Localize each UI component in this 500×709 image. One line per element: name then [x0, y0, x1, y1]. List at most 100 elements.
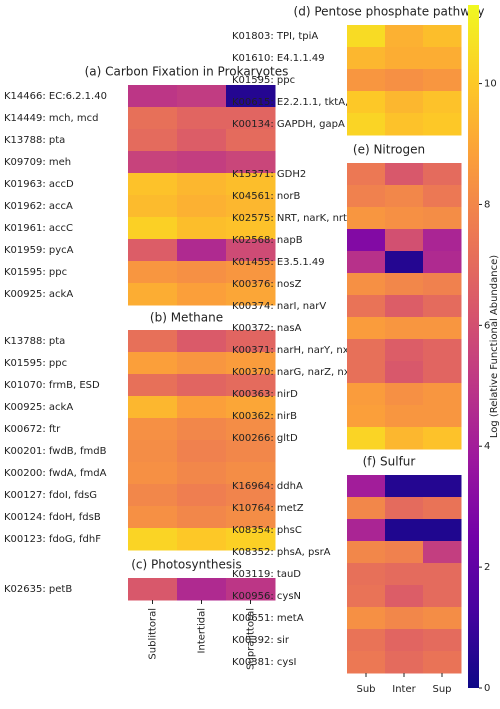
row-label: K02568: napB	[232, 235, 303, 246]
heat-cell	[423, 339, 462, 362]
row-label: K01959: pycA	[4, 245, 74, 256]
heat-cell	[385, 585, 424, 608]
colorbar-tick-label: 10	[484, 79, 497, 90]
heat-cell	[128, 484, 178, 507]
heat-cell	[226, 374, 276, 397]
heat-cell	[423, 47, 462, 70]
heat-cell	[385, 339, 424, 362]
heat-cell	[226, 151, 276, 174]
heat-cell	[423, 229, 462, 252]
heat-cell	[385, 361, 424, 384]
heat-cell	[347, 519, 386, 542]
heat-cell	[128, 85, 178, 108]
heat-cell	[385, 519, 424, 542]
row-label: K00124: fdoH, fdsB	[4, 512, 101, 523]
heat-cell	[385, 383, 424, 406]
row-label: K00362: nirB	[232, 411, 297, 422]
heat-cell	[347, 69, 386, 92]
row-label: K09709: meh	[4, 157, 71, 168]
heat-cell	[177, 129, 227, 152]
panel-title: (d) Pentose phosphate pathway	[294, 5, 485, 19]
heat-cell	[177, 261, 227, 284]
heat-cell	[177, 85, 227, 108]
row-label: K01803: TPI, tpiA	[232, 31, 318, 42]
row-label: K01595: ppc	[232, 75, 295, 86]
row-label: K00200: fwdA, fmdA	[4, 468, 107, 479]
heat-cell	[347, 163, 386, 186]
panel-title: (e) Nitrogen	[353, 143, 425, 157]
heat-cell	[385, 47, 424, 70]
heat-cell	[423, 585, 462, 608]
colorbar-tick-label: 8	[484, 199, 490, 210]
heat-cell	[347, 427, 386, 450]
heat-cell	[226, 528, 276, 551]
heat-cell	[128, 440, 178, 463]
heat-cell	[423, 185, 462, 208]
heat-cell	[423, 207, 462, 230]
heat-cell	[226, 462, 276, 485]
heat-cell	[423, 251, 462, 274]
heat-cell	[423, 295, 462, 318]
row-label: K00376: nosZ	[232, 279, 302, 290]
heat-cell	[177, 195, 227, 218]
heat-cell	[423, 519, 462, 542]
heat-cell	[423, 25, 462, 48]
heat-cell	[226, 418, 276, 441]
row-label: K00925: ackA	[4, 289, 73, 300]
row-label: K00374: narI, narV	[232, 301, 326, 312]
heat-cell	[423, 475, 462, 498]
heat-cell	[226, 506, 276, 529]
x-tick-label: Inter	[392, 684, 416, 695]
heat-cell	[347, 475, 386, 498]
heat-cell	[226, 283, 276, 306]
panel-title: (a) Carbon Fixation in Prokaryotes	[85, 65, 289, 79]
heat-cell	[177, 239, 227, 262]
heat-cell	[226, 440, 276, 463]
heat-cell	[347, 25, 386, 48]
heat-cell	[177, 107, 227, 130]
row-label: K00370: narG, narZ, nxrA	[232, 367, 361, 378]
x-tick-label: Intertidal	[197, 608, 208, 653]
colorbar-tick-label: 2	[484, 562, 490, 573]
heat-cell	[385, 229, 424, 252]
heat-cell	[177, 330, 227, 353]
row-label: K01610: E4.1.1.49	[232, 53, 325, 64]
row-label: K03119: tauD	[232, 569, 301, 580]
heat-cell	[128, 374, 178, 397]
heat-cell	[177, 217, 227, 240]
heat-cell	[177, 396, 227, 419]
heat-cell	[177, 352, 227, 375]
row-label: K02575: NRT, narK, nrtP	[232, 213, 353, 224]
row-label: K00372: nasA	[232, 323, 302, 334]
heat-cell	[128, 506, 178, 529]
colorbar-tick-label: 6	[484, 320, 490, 331]
heat-cell	[423, 541, 462, 564]
heat-cell	[423, 69, 462, 92]
row-label: K14466: EC:6.2.1.40	[4, 91, 107, 102]
heat-cell	[347, 91, 386, 114]
heat-cell	[347, 405, 386, 428]
heat-cell	[347, 185, 386, 208]
heat-cell	[128, 173, 178, 196]
panel-title: (c) Photosynthesis	[131, 558, 242, 572]
heat-cell	[128, 217, 178, 240]
row-label: K00381: cysI	[232, 657, 297, 668]
row-label: K00371: narH, narY, nxrB	[232, 345, 360, 356]
heat-cell	[385, 163, 424, 186]
heat-cell	[347, 251, 386, 274]
row-label: K00392: sir	[232, 635, 290, 646]
heat-cell	[423, 427, 462, 450]
row-label: K00956: cysN	[232, 591, 301, 602]
heat-cell	[385, 185, 424, 208]
heat-cell	[347, 229, 386, 252]
heat-cell	[423, 113, 462, 136]
x-tick-label: Sub	[356, 684, 375, 695]
row-label: K14449: mch, mcd	[4, 113, 98, 124]
heat-cell	[423, 273, 462, 296]
heat-cell	[128, 129, 178, 152]
x-tick-label: Supralittoral	[246, 608, 257, 670]
heat-cell	[347, 47, 386, 70]
heat-cell	[128, 151, 178, 174]
heat-cell	[177, 506, 227, 529]
heat-cell	[226, 261, 276, 284]
